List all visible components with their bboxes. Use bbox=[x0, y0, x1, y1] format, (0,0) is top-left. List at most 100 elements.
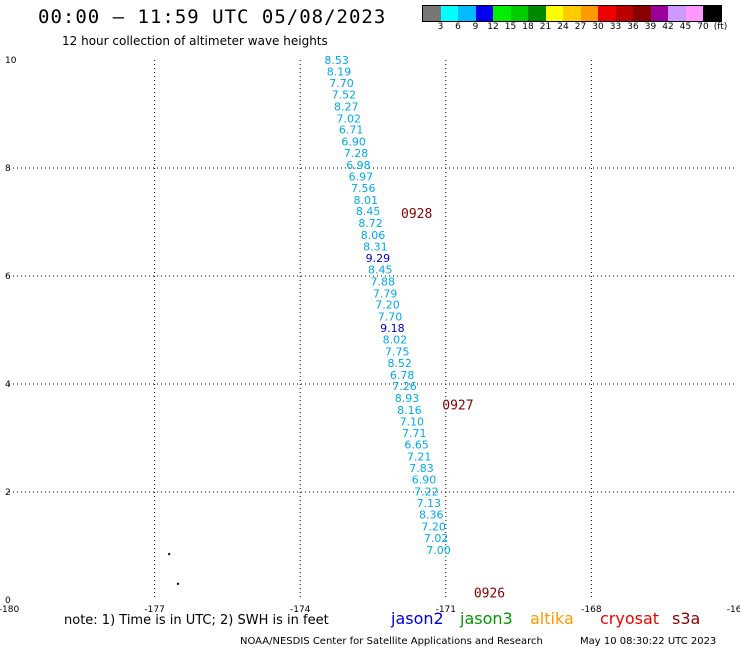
wave-height-label: 8.36 bbox=[419, 509, 444, 522]
wave-height-label: 6.97 bbox=[349, 171, 374, 184]
chart-subtitle: 12 hour collection of altimeter wave hei… bbox=[62, 34, 328, 48]
satellite-label-jason2: jason2 bbox=[391, 609, 444, 628]
satellite-label-jason3: jason3 bbox=[460, 609, 513, 628]
generated-timestamp: May 10 08:30:22 UTC 2023 bbox=[580, 636, 717, 647]
wave-height-label: 7.56 bbox=[351, 182, 376, 195]
color-swatch bbox=[423, 6, 441, 21]
color-scale-tick: 27 bbox=[574, 22, 587, 32]
x-tick-label: -177 bbox=[144, 605, 164, 615]
wave-height-label: 9.18 bbox=[380, 322, 405, 335]
satellite-label-s3a: s3a bbox=[672, 609, 701, 628]
color-swatch bbox=[545, 6, 563, 21]
wave-height-label: 8.19 bbox=[327, 65, 352, 78]
wave-height-label: 6.78 bbox=[390, 369, 415, 382]
color-scale-tick: (ft) bbox=[713, 22, 728, 32]
color-scale-tick: 30 bbox=[592, 22, 604, 32]
color-swatch bbox=[475, 6, 493, 21]
wave-height-label: 7.79 bbox=[373, 287, 398, 300]
wave-height-label: 7.22 bbox=[414, 485, 439, 498]
wave-height-label: 7.10 bbox=[400, 415, 425, 428]
wave-height-label: 8.27 bbox=[334, 100, 359, 113]
y-tick-label: 0 bbox=[5, 596, 11, 606]
wave-height-label: 7.26 bbox=[392, 380, 417, 393]
wave-height-label: 7.83 bbox=[409, 462, 434, 475]
satellite-label-cryosat: cryosat bbox=[600, 609, 660, 628]
wave-height-label: 6.71 bbox=[339, 124, 364, 137]
x-tick-label: -165 bbox=[727, 605, 740, 615]
data-dot bbox=[168, 553, 171, 556]
wave-height-label: 7.02 bbox=[424, 532, 449, 545]
wave-height-label: 8.45 bbox=[356, 205, 381, 218]
x-tick-label: -168 bbox=[581, 605, 602, 615]
color-scale-tick: 6 bbox=[455, 22, 461, 32]
color-swatch bbox=[458, 6, 476, 21]
time-annotation: 0928 bbox=[401, 207, 432, 222]
color-swatch bbox=[493, 6, 511, 21]
wave-height-label: 6.98 bbox=[346, 159, 371, 172]
color-swatch bbox=[510, 6, 528, 21]
color-scale-tick: 21 bbox=[539, 22, 552, 32]
time-annotation: 0926 bbox=[474, 587, 505, 602]
color-scale-tick: 42 bbox=[662, 22, 674, 32]
wave-height-label: 7.28 bbox=[344, 147, 369, 160]
satellite-label-altika: altika bbox=[530, 609, 574, 628]
color-scale-tick: 39 bbox=[644, 22, 657, 32]
color-scale-tick: 45 bbox=[679, 22, 692, 32]
wave-height-label: 8.06 bbox=[361, 229, 386, 242]
color-swatch bbox=[440, 6, 458, 21]
color-swatch bbox=[580, 6, 598, 21]
wave-height-label: 7.70 bbox=[329, 77, 354, 90]
y-tick-label: 6 bbox=[5, 272, 11, 282]
color-swatch bbox=[615, 6, 633, 21]
wave-height-label: 7.21 bbox=[407, 450, 432, 463]
color-scale-tick: 70 bbox=[697, 22, 709, 32]
y-tick-label: 10 bbox=[5, 56, 17, 66]
y-tick-label: 8 bbox=[5, 164, 11, 174]
x-tick-label: -171 bbox=[436, 605, 456, 615]
wave-height-label: 7.52 bbox=[332, 89, 357, 102]
wave-height-label: 8.93 bbox=[395, 392, 420, 405]
wave-height-label: 8.02 bbox=[383, 334, 408, 347]
wave-height-label: 7.70 bbox=[378, 311, 403, 324]
wave-height-label: 8.52 bbox=[387, 357, 412, 370]
wave-height-label: 8.53 bbox=[324, 54, 349, 67]
wave-height-label: 8.01 bbox=[353, 194, 378, 207]
wave-height-label: 7.00 bbox=[426, 544, 451, 557]
wave-height-label: 7.88 bbox=[370, 275, 395, 288]
color-scale-tick: 12 bbox=[487, 22, 499, 32]
color-scale-legend bbox=[422, 5, 722, 22]
color-swatch bbox=[668, 6, 686, 21]
color-swatch bbox=[528, 6, 546, 21]
color-swatch bbox=[598, 6, 616, 21]
color-scale-tick: 33 bbox=[609, 22, 622, 32]
footer-note: note: 1) Time is in UTC; 2) SWH is in fe… bbox=[64, 613, 329, 628]
color-swatch bbox=[650, 6, 668, 21]
wave-height-label: 6.65 bbox=[404, 438, 429, 451]
wave-height-label: 8.16 bbox=[397, 404, 422, 417]
color-swatch bbox=[563, 6, 581, 21]
wave-height-label: 7.71 bbox=[402, 427, 427, 440]
chart-title: 00:00 – 11:59 UTC 05/08/2023 bbox=[38, 6, 387, 28]
wave-height-label: 7.02 bbox=[336, 112, 361, 125]
wave-height-label: 7.13 bbox=[417, 497, 442, 510]
color-scale-tick: 9 bbox=[472, 22, 479, 32]
color-swatch bbox=[685, 6, 703, 21]
wave-height-label: 6.90 bbox=[412, 474, 437, 487]
color-swatch bbox=[703, 6, 721, 21]
wave-height-label: 8.31 bbox=[363, 240, 388, 253]
color-scale-tick: 18 bbox=[522, 22, 534, 32]
credit-line: NOAA/NESDIS Center for Satellite Applica… bbox=[240, 636, 543, 647]
data-dot bbox=[176, 582, 179, 585]
x-tick-label: -180 bbox=[0, 605, 19, 615]
wave-height-label: 7.20 bbox=[375, 299, 400, 312]
x-tick-label: -174 bbox=[290, 605, 311, 615]
y-tick-label: 4 bbox=[5, 380, 11, 390]
wave-height-label: 9.29 bbox=[366, 252, 391, 265]
y-tick-label: 2 bbox=[5, 488, 11, 498]
color-scale-tick: 36 bbox=[627, 22, 639, 32]
color-scale-tick: 15 bbox=[504, 22, 517, 32]
wave-height-label: 6.90 bbox=[341, 136, 366, 149]
color-swatch bbox=[633, 6, 651, 21]
wave-height-label: 7.20 bbox=[421, 521, 446, 534]
